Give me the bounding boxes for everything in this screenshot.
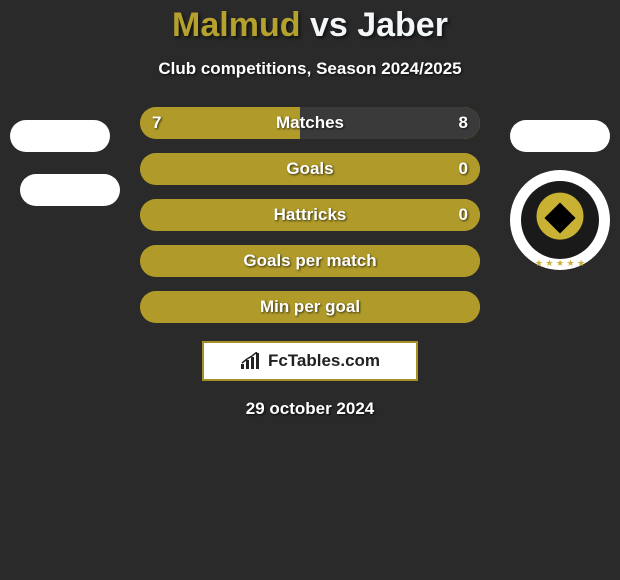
- page-title: Malmud vs Jaber: [0, 0, 620, 45]
- stat-bar: Goals per match: [140, 245, 480, 277]
- bar-label: Hattricks: [274, 205, 347, 225]
- date-label: 29 october 2024: [0, 399, 620, 419]
- bar-label: Goals: [286, 159, 333, 179]
- bar-value-right: 8: [459, 113, 468, 133]
- title-vs: vs: [301, 6, 358, 44]
- chart-icon: [240, 352, 262, 370]
- stat-bar: 0 Hattricks: [140, 199, 480, 231]
- title-right-name: Jaber: [357, 6, 448, 44]
- bar-value-right: 0: [459, 205, 468, 225]
- comparison-bars: 7 8 Matches 0 Goals 0 Hattricks Goals per match…: [0, 107, 620, 323]
- title-left-name: Malmud: [172, 6, 300, 44]
- bar-value-right: 0: [459, 159, 468, 179]
- bar-label: Goals per match: [243, 251, 376, 271]
- stat-bar: 7 8 Matches: [140, 107, 480, 139]
- brand-box[interactable]: FcTables.com: [202, 341, 418, 381]
- bar-value-left: 7: [152, 113, 161, 133]
- subtitle: Club competitions, Season 2024/2025: [0, 59, 620, 79]
- bar-label: Min per goal: [260, 297, 360, 317]
- brand-text: FcTables.com: [268, 351, 380, 371]
- stat-bar: 0 Goals: [140, 153, 480, 185]
- stat-bar: Min per goal: [140, 291, 480, 323]
- bar-label: Matches: [276, 113, 344, 133]
